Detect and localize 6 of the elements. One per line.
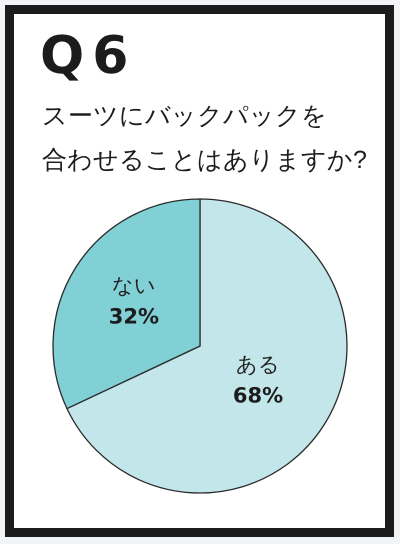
slice-label: ない (112, 274, 156, 298)
data-label: 32% (108, 304, 160, 329)
slice-label: ある (236, 353, 280, 376)
chart-title: Q6 (40, 26, 136, 86)
chart-subtitle: スーツにバックパックを合わせることはありますか? (42, 102, 367, 174)
data-label: 68% (232, 383, 284, 408)
